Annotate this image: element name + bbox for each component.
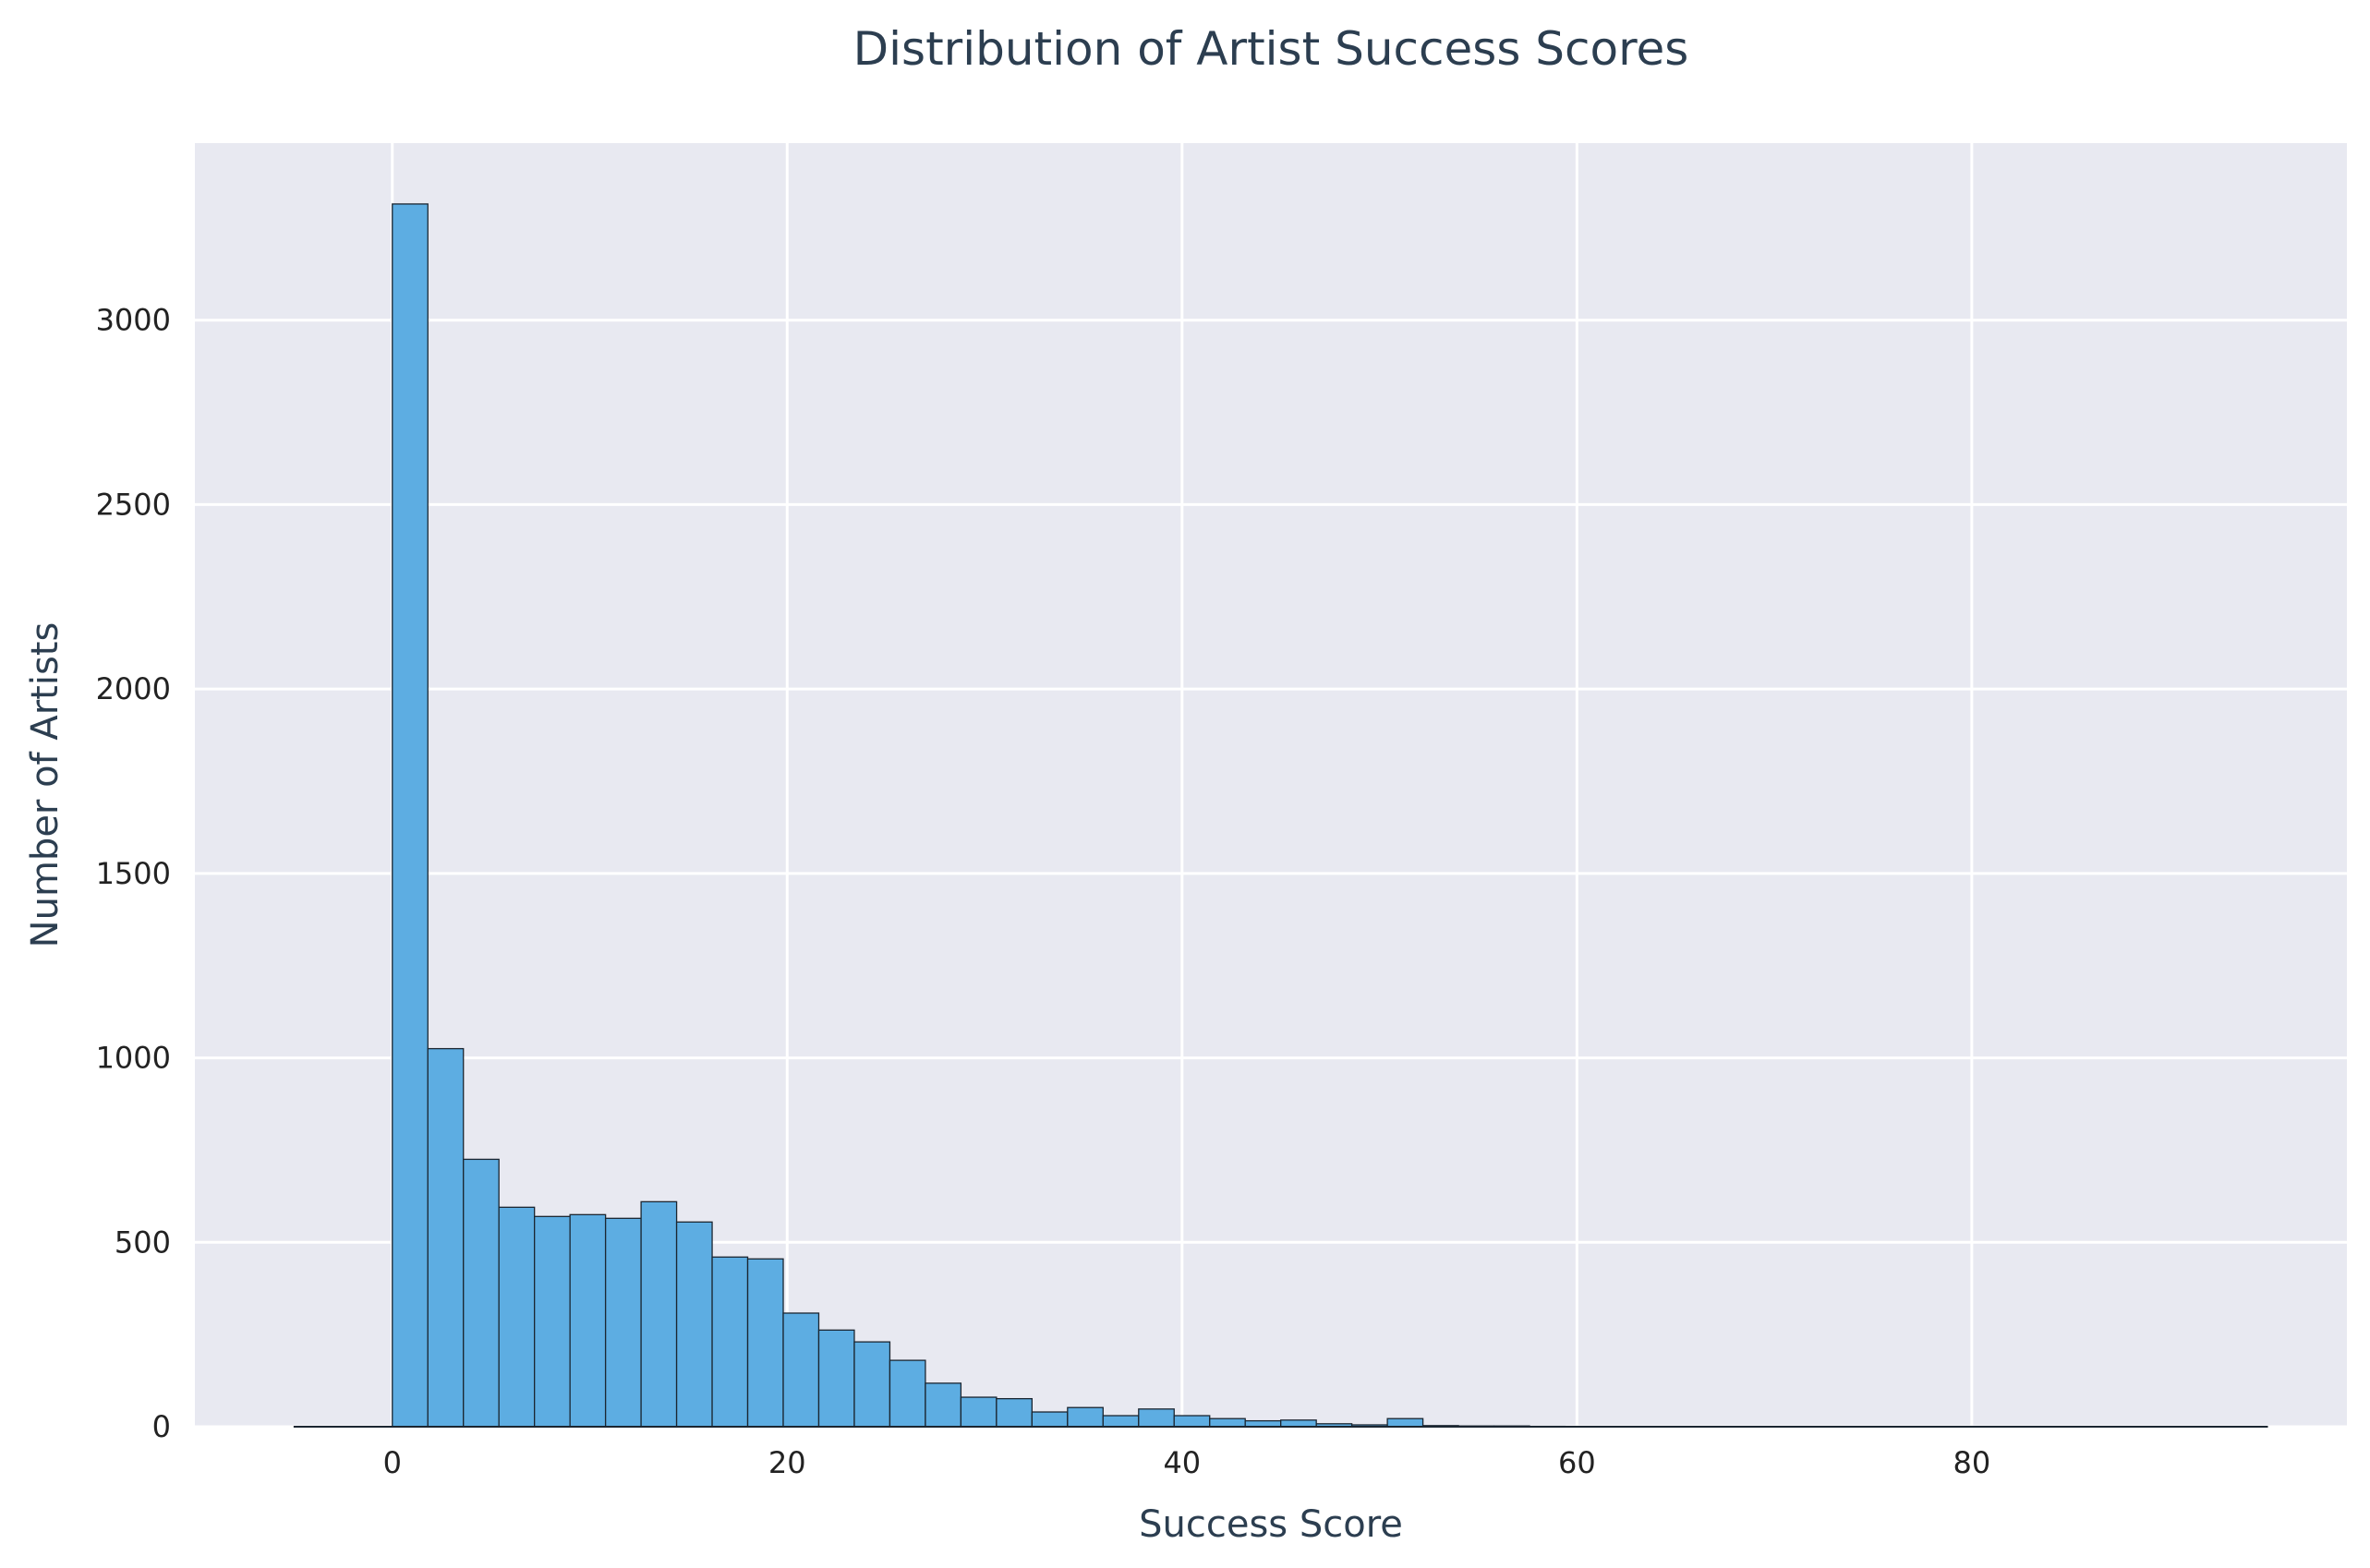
- histogram-bar: [1280, 1419, 1317, 1428]
- histogram-bars: [293, 203, 2268, 1428]
- plot-background: [195, 143, 2347, 1427]
- x-tick-label: 0: [383, 1445, 402, 1480]
- x-tick-label: 60: [1558, 1445, 1596, 1480]
- x-tick-label: 80: [1953, 1445, 1990, 1480]
- histogram-bar: [889, 1359, 926, 1428]
- histogram-bar: [1031, 1411, 1069, 1428]
- histogram-bar: [392, 203, 429, 1428]
- histogram-bar: [604, 1217, 642, 1428]
- histogram-bar: [1102, 1415, 1140, 1428]
- histogram-bar: [1386, 1417, 1424, 1428]
- chart-title: Distribution of Artist Success Scores: [853, 22, 1689, 76]
- y-tick-label: 1000: [96, 1041, 171, 1076]
- histogram-bar: [427, 1047, 465, 1428]
- x-axis-label: Success Score: [1139, 1503, 1403, 1546]
- histogram-bar: [817, 1329, 855, 1428]
- histogram-bar: [463, 1158, 500, 1428]
- histogram-bar: [1209, 1417, 1246, 1428]
- histogram-bar: [711, 1256, 749, 1428]
- y-tick-label: 2000: [96, 671, 171, 706]
- x-tick-label: 20: [768, 1445, 806, 1480]
- y-tick-label: 500: [115, 1224, 171, 1260]
- grid-lines: [195, 143, 2347, 1429]
- histogram-bar: [569, 1213, 607, 1428]
- y-tick-label: 2500: [96, 487, 171, 522]
- histogram-bar: [782, 1312, 820, 1428]
- histogram-bar: [960, 1396, 998, 1428]
- histogram-bar: [1138, 1408, 1175, 1428]
- y-tick-labels: 0 500 1000 1500 2000 2500 3000: [96, 303, 171, 1444]
- x-tick-label: 40: [1163, 1445, 1201, 1480]
- histogram-bar: [534, 1215, 571, 1428]
- y-tick-label: 1500: [96, 856, 171, 891]
- histogram-bar: [746, 1258, 784, 1428]
- y-tick-label: 0: [152, 1409, 171, 1444]
- histogram-bar: [853, 1341, 891, 1428]
- x-tick-labels: 0 20 40 60 80: [383, 1445, 1991, 1480]
- y-tick-label: 3000: [96, 303, 171, 338]
- histogram-bar: [675, 1221, 713, 1428]
- histogram-bar: [1067, 1406, 1104, 1428]
- y-axis-label: Number of Artists: [24, 622, 67, 948]
- histogram-bar: [498, 1206, 536, 1428]
- histogram-bar: [1173, 1415, 1211, 1428]
- histogram-bar: [640, 1200, 678, 1428]
- histogram-bar: [925, 1382, 962, 1428]
- histogram-bar: [996, 1397, 1033, 1428]
